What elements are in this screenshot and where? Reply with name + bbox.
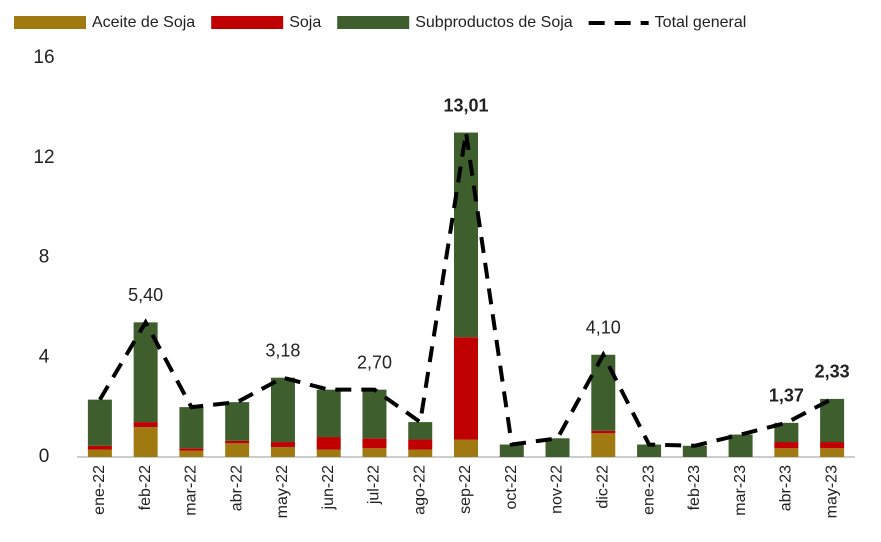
bar <box>454 132 478 338</box>
bar <box>316 449 341 457</box>
x-tick-label: dic-22 <box>595 465 612 509</box>
x-tick-label: mar-22 <box>183 465 200 516</box>
y-tick-label: 16 <box>33 47 54 68</box>
legend-label: Total general <box>655 14 747 31</box>
bar <box>545 438 570 457</box>
bar <box>591 430 616 434</box>
bar <box>87 445 112 450</box>
x-tick-label: feb-22 <box>137 465 154 510</box>
bar <box>408 422 433 440</box>
x-tick-label: abr-22 <box>228 465 245 511</box>
x-tick-label: jun-22 <box>320 465 337 511</box>
x-tick-label: ene-22 <box>91 465 108 515</box>
data-label: 13,01 <box>443 95 488 115</box>
bar <box>820 398 845 443</box>
bar <box>270 447 295 457</box>
bar <box>682 445 707 457</box>
y-tick-label: 8 <box>39 247 50 268</box>
bar <box>774 422 799 443</box>
x-tick-label: nov-22 <box>549 465 566 514</box>
bar <box>270 442 295 448</box>
bar <box>225 440 250 444</box>
x-tick-label: ago-22 <box>411 465 428 515</box>
bar <box>87 449 112 457</box>
bar <box>179 407 204 449</box>
x-tick-label: abr-23 <box>778 465 795 511</box>
bar <box>591 354 616 431</box>
bar <box>820 448 845 457</box>
bar <box>591 433 616 457</box>
legend-label: Soja <box>289 14 321 31</box>
bar <box>774 448 799 457</box>
bar <box>774 442 799 449</box>
bar <box>728 434 753 457</box>
legend-label: Aceite de Soja <box>92 14 195 31</box>
data-label: 2,70 <box>357 352 392 372</box>
data-label: 5,40 <box>128 285 163 305</box>
bar <box>316 437 341 450</box>
bar <box>454 337 478 440</box>
x-tick-label: ene-23 <box>640 465 657 515</box>
bar <box>179 448 204 451</box>
bar <box>820 442 845 449</box>
x-tick-label: may-22 <box>274 465 291 518</box>
legend-swatch <box>211 16 284 29</box>
x-tick-label: oct-22 <box>503 465 520 510</box>
total-line <box>98 132 834 448</box>
data-label: 3,18 <box>265 340 300 360</box>
y-tick-label: 0 <box>39 446 50 467</box>
y-tick-label: 4 <box>39 346 50 367</box>
bar <box>362 438 387 449</box>
legend-swatch <box>14 16 86 29</box>
bar <box>225 443 250 457</box>
data-label: 2,33 <box>815 362 850 382</box>
bar <box>133 427 158 457</box>
x-tick-label: feb-23 <box>686 465 703 510</box>
bar <box>499 444 524 457</box>
legend-swatch <box>337 16 410 29</box>
bar <box>408 449 433 457</box>
data-label: 4,10 <box>586 318 621 338</box>
bar <box>408 439 433 450</box>
y-tick-label: 12 <box>33 147 54 168</box>
bar <box>316 389 341 438</box>
x-tick-label: jul-22 <box>366 465 383 505</box>
bar <box>637 444 662 457</box>
bar <box>133 422 158 428</box>
x-tick-label: sep-22 <box>457 465 474 514</box>
data-label: 1,37 <box>769 386 804 406</box>
bar <box>225 402 250 441</box>
x-tick-label: may-23 <box>823 465 840 518</box>
bar <box>179 450 204 457</box>
bar <box>270 377 295 443</box>
bar <box>362 448 387 457</box>
bar <box>362 389 387 439</box>
legend-label: Subproductos de Soja <box>415 14 573 31</box>
bar <box>87 399 112 446</box>
x-tick-label: mar-23 <box>732 465 749 516</box>
bar <box>454 439 478 457</box>
